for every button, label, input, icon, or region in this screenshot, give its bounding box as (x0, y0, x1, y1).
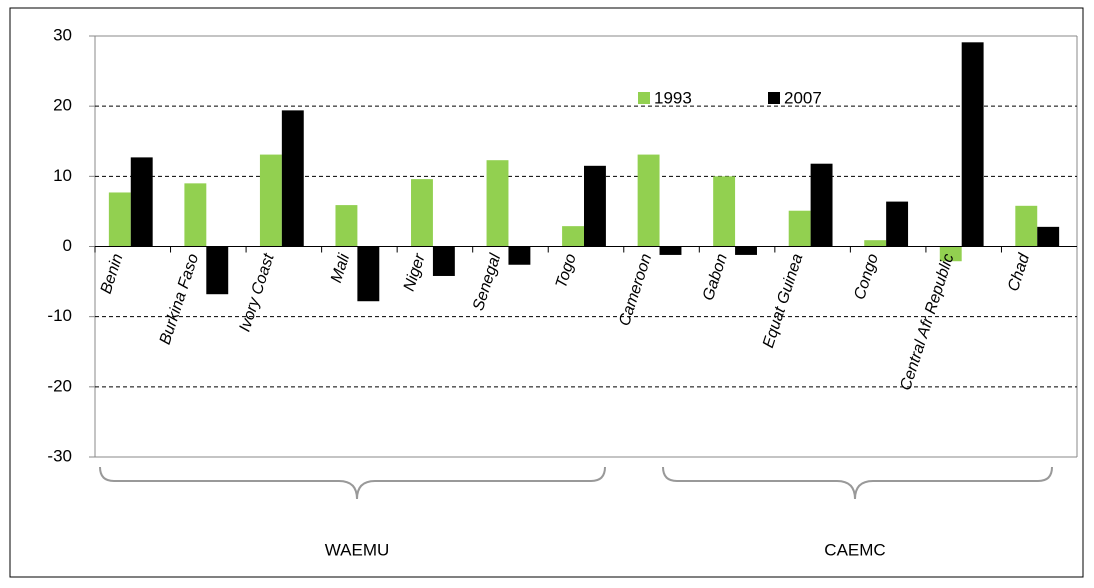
bar (788, 210, 811, 247)
legend-swatch (768, 92, 780, 104)
bar (584, 165, 606, 247)
y-tick-label: -10 (47, 306, 72, 325)
bar (259, 154, 282, 247)
bar (864, 240, 887, 247)
bar (206, 246, 229, 295)
bar (281, 110, 304, 247)
bar (562, 226, 584, 247)
bar (432, 246, 455, 276)
group-brace (99, 466, 606, 500)
y-tick-label: 10 (53, 166, 72, 185)
bar (411, 179, 433, 247)
group-label: WAEMU (325, 540, 390, 559)
bar (184, 183, 207, 247)
bar (735, 246, 757, 255)
bar (810, 163, 833, 247)
y-tick-label: 20 (53, 96, 72, 115)
chart-border (9, 7, 1084, 578)
group-brace (662, 466, 1053, 500)
y-tick-label: -20 (47, 376, 72, 395)
bar (713, 176, 736, 247)
bar (961, 42, 984, 247)
legend-label: 1993 (654, 88, 692, 107)
group-label: CAEMC (824, 540, 885, 559)
bar (508, 246, 531, 265)
y-tick-label: 30 (53, 25, 72, 44)
bar (1015, 205, 1038, 247)
bar (939, 246, 962, 262)
bar (886, 201, 909, 247)
bar (1037, 226, 1060, 247)
legend-swatch (638, 92, 650, 104)
bar (130, 157, 153, 247)
bar (108, 192, 131, 247)
y-tick-label: -30 (47, 446, 72, 465)
bar (637, 154, 660, 247)
y-tick-label: 0 (63, 236, 72, 255)
bar (357, 246, 380, 302)
legend-label: 2007 (784, 88, 822, 107)
bar (659, 246, 682, 255)
bar (486, 160, 509, 247)
bar (335, 205, 358, 247)
